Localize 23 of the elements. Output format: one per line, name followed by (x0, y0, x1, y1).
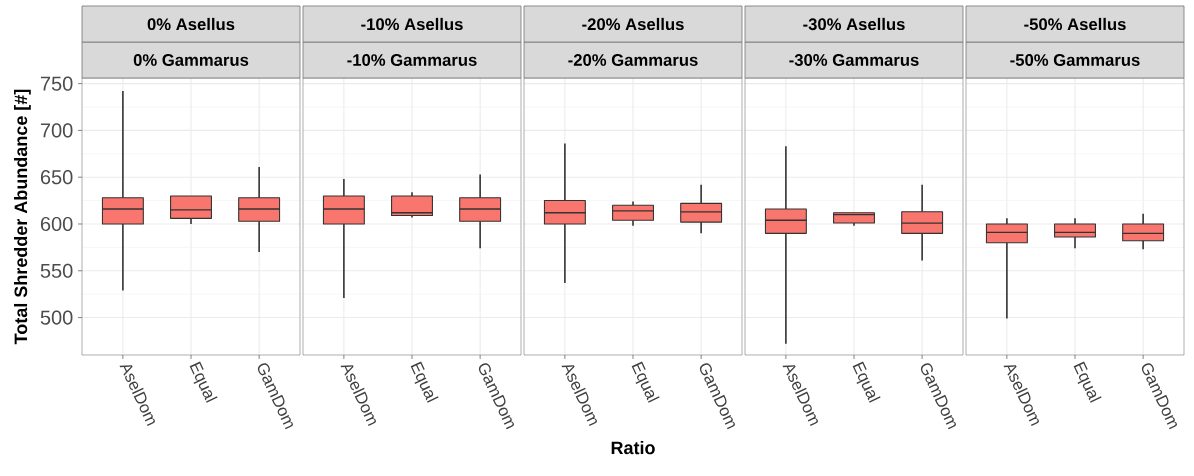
x-tick-label: Equal (631, 361, 660, 403)
x-tick-label: Equal (410, 361, 439, 403)
chart-title: -30% Asellus (803, 17, 905, 31)
x-tick-label: Equal (1073, 361, 1102, 403)
x-tick-label: Equal (852, 361, 881, 403)
chart-title: -10% Asellus (361, 17, 463, 31)
y-tick-label: 650 (40, 170, 73, 185)
x-axis-title: Ratio (611, 441, 655, 455)
y-axis-title: Total Shredder Abundance [#] (13, 89, 31, 345)
chart-title: -20% Asellus (582, 17, 684, 31)
y-tick-label: 750 (40, 76, 73, 91)
chart-subtitle: -10% Gammarus (347, 54, 477, 66)
y-tick-label: 600 (40, 216, 73, 232)
y-tick-label: 500 (40, 310, 73, 325)
y-tick-label: 700 (40, 123, 73, 138)
chart-subtitle: -50% Gammarus (1010, 54, 1140, 66)
chart-subtitle: -30% Gammarus (789, 54, 919, 66)
y-tick-label: 550 (40, 263, 73, 278)
chart-title: -50% Asellus (1024, 17, 1126, 31)
chart-subtitle: -20% Gammarus (568, 54, 698, 66)
chart-subtitle: 0% Gammarus (133, 54, 249, 66)
x-tick-label: Equal (189, 361, 218, 403)
chart-title: 0% Asellus (147, 17, 235, 31)
